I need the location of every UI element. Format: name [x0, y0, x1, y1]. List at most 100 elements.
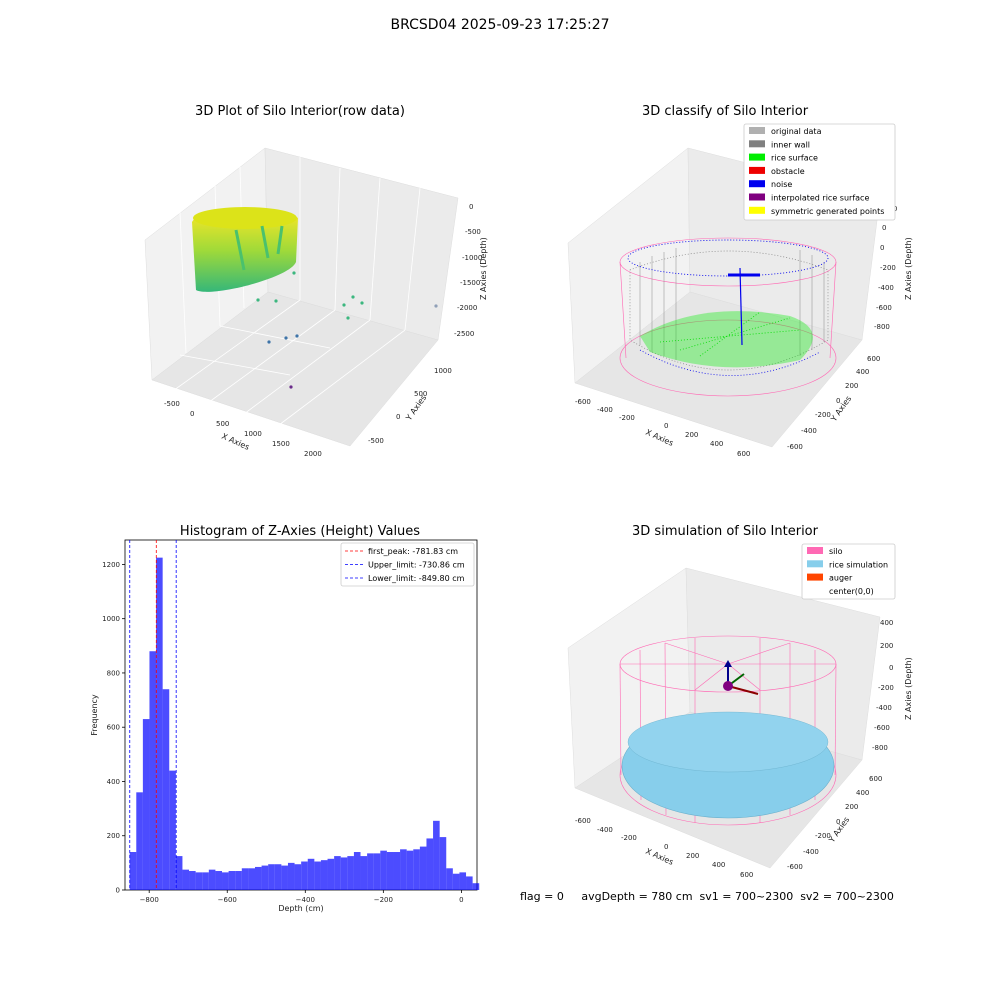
histogram-bar	[301, 861, 308, 890]
histogram-y-label: Frequency	[90, 694, 99, 736]
raw-x-tick: 500	[216, 420, 229, 428]
raw-y-tick: 1000	[434, 367, 452, 375]
legend-label: silo	[829, 547, 843, 556]
histogram-bar	[294, 864, 302, 890]
classify-y-tick: 0	[836, 397, 840, 405]
legend-swatch	[807, 586, 823, 594]
histogram-bar	[459, 872, 467, 890]
raw-x-tick: 1500	[272, 440, 290, 448]
legend-swatch	[749, 180, 765, 188]
sim-y-tick: -200	[815, 832, 831, 840]
raw-z-tick: -2000	[457, 304, 477, 312]
classify-x-tick: -200	[619, 414, 635, 422]
raw-z-tick: -1500	[460, 279, 480, 287]
histogram-bar	[426, 838, 434, 890]
sim-z-axis-label: Z Axies (Depth)	[904, 657, 913, 720]
histogram-bar	[215, 871, 223, 890]
legend-swatch	[749, 127, 765, 134]
classify-z-tick: 0	[880, 244, 884, 252]
histogram-bar	[466, 876, 473, 890]
raw-x-tick: 0	[190, 410, 194, 418]
histogram-bar	[393, 852, 401, 890]
histogram-bar	[446, 868, 453, 890]
legend-swatch	[807, 560, 823, 568]
simulation-3d-plot: -600 -400 -200 0 200 400 600 -600 -400 -…	[567, 543, 913, 879]
sim-x-axis-label: X Axies	[644, 847, 675, 867]
histogram-bar	[175, 856, 183, 890]
histogram-y-tick: 400	[107, 778, 120, 786]
histogram-bar	[129, 852, 137, 890]
classify-x-tick: 0	[664, 422, 668, 430]
classify-z-tick: -600	[876, 304, 892, 312]
histogram-bar	[347, 856, 354, 890]
classify-x-tick: 600	[737, 450, 750, 458]
histogram-bar	[248, 868, 255, 890]
sim-y-tick: 400	[856, 789, 869, 797]
sim-y-tick: 0	[836, 818, 840, 826]
histogram-title: Histogram of Z-Axies (Height) Values	[179, 524, 421, 539]
histogram-bar	[353, 852, 361, 890]
sim-x-tick: 200	[686, 852, 699, 860]
histogram-bar	[189, 871, 196, 890]
histogram-bar	[314, 861, 321, 890]
legend-swatch	[749, 206, 765, 214]
sim-y-tick: -600	[787, 863, 803, 871]
status-footer: flag = 0 avgDepth = 780 cm sv1 = 700~230…	[520, 890, 894, 903]
classify-y-tick: -600	[787, 443, 803, 451]
histogram-bar	[268, 864, 275, 890]
simulation-plot-title: 3D simulation of Silo Interior	[632, 524, 818, 539]
histogram-bar	[406, 850, 414, 890]
sim-y-tick: 200	[845, 803, 858, 811]
histogram-chart: −800 −600 −400 −200 0 020040060080010001200 …	[90, 539, 480, 913]
histogram-legend-label: Lower_limit: -849.80 cm	[368, 574, 465, 583]
sim-z-tick: 0	[889, 664, 893, 672]
classify-z-axis-label: Z Axies (Depth)	[904, 237, 913, 300]
legend-label: noise	[771, 180, 792, 189]
sim-z-tick: 400	[880, 619, 893, 627]
histogram-legend	[340, 542, 475, 587]
classify-x-tick: 400	[710, 440, 723, 448]
classify-plot-title: 3D classify of Silo Interior	[641, 104, 809, 119]
histogram-bar	[182, 869, 190, 890]
raw-z-tick: -1000	[462, 254, 482, 262]
histogram-x-tick: 0	[459, 896, 463, 904]
histogram-bar	[136, 792, 143, 890]
classify-y-tick: 600	[867, 355, 880, 363]
classify-z-tick: -400	[878, 284, 894, 292]
classify-y-tick: -200	[815, 411, 831, 419]
histogram-bar	[228, 871, 236, 890]
histogram-bar	[149, 651, 157, 890]
sim-x-tick: 400	[712, 861, 725, 869]
legend-label: original data	[771, 127, 822, 136]
raw-z-axis-label: Z Axies (Depth)	[479, 237, 488, 300]
legend-label: obstacle	[771, 167, 805, 176]
histogram-bar	[439, 837, 447, 890]
histogram-bar	[261, 865, 269, 890]
histogram-y-tick: 0	[116, 887, 120, 895]
classify-legend	[743, 123, 896, 221]
sim-z-tick: 200	[880, 642, 893, 650]
histogram-bar	[400, 849, 407, 890]
legend-label: rice simulation	[829, 560, 888, 569]
raw-y-tick: 0	[396, 413, 400, 421]
raw-y-tick: 500	[414, 390, 427, 398]
histogram-legend-label: first_peak: -781.83 cm	[368, 547, 458, 556]
legend-label: symmetric generated points	[771, 207, 884, 216]
histogram-bar	[367, 853, 374, 890]
classify-3d-plot: -600 -400 -200 0 200 400 600 -600 -400 -…	[567, 123, 913, 458]
sim-x-tick: -600	[575, 817, 591, 825]
classify-y-axis-label: Y Axies	[829, 394, 854, 424]
histogram-bar	[208, 869, 216, 890]
raw-3d-plot: -500 0 500 1000 1500 2000 -500 0 500 100…	[144, 147, 488, 458]
raw-z-tick: -2500	[454, 330, 474, 338]
legend-label: interpolated rice surface	[771, 194, 869, 203]
classify-y-tick: 200	[845, 382, 858, 390]
histogram-bar	[287, 862, 295, 890]
histogram-bar	[320, 860, 328, 890]
raw-x-tick: -500	[164, 400, 180, 408]
histogram-x-tick: −400	[296, 896, 315, 904]
sim-y-tick: -400	[803, 848, 819, 856]
legend-swatch	[749, 166, 765, 174]
classify-x-tick: 200	[685, 431, 698, 439]
classify-y-tick: -400	[801, 427, 817, 435]
